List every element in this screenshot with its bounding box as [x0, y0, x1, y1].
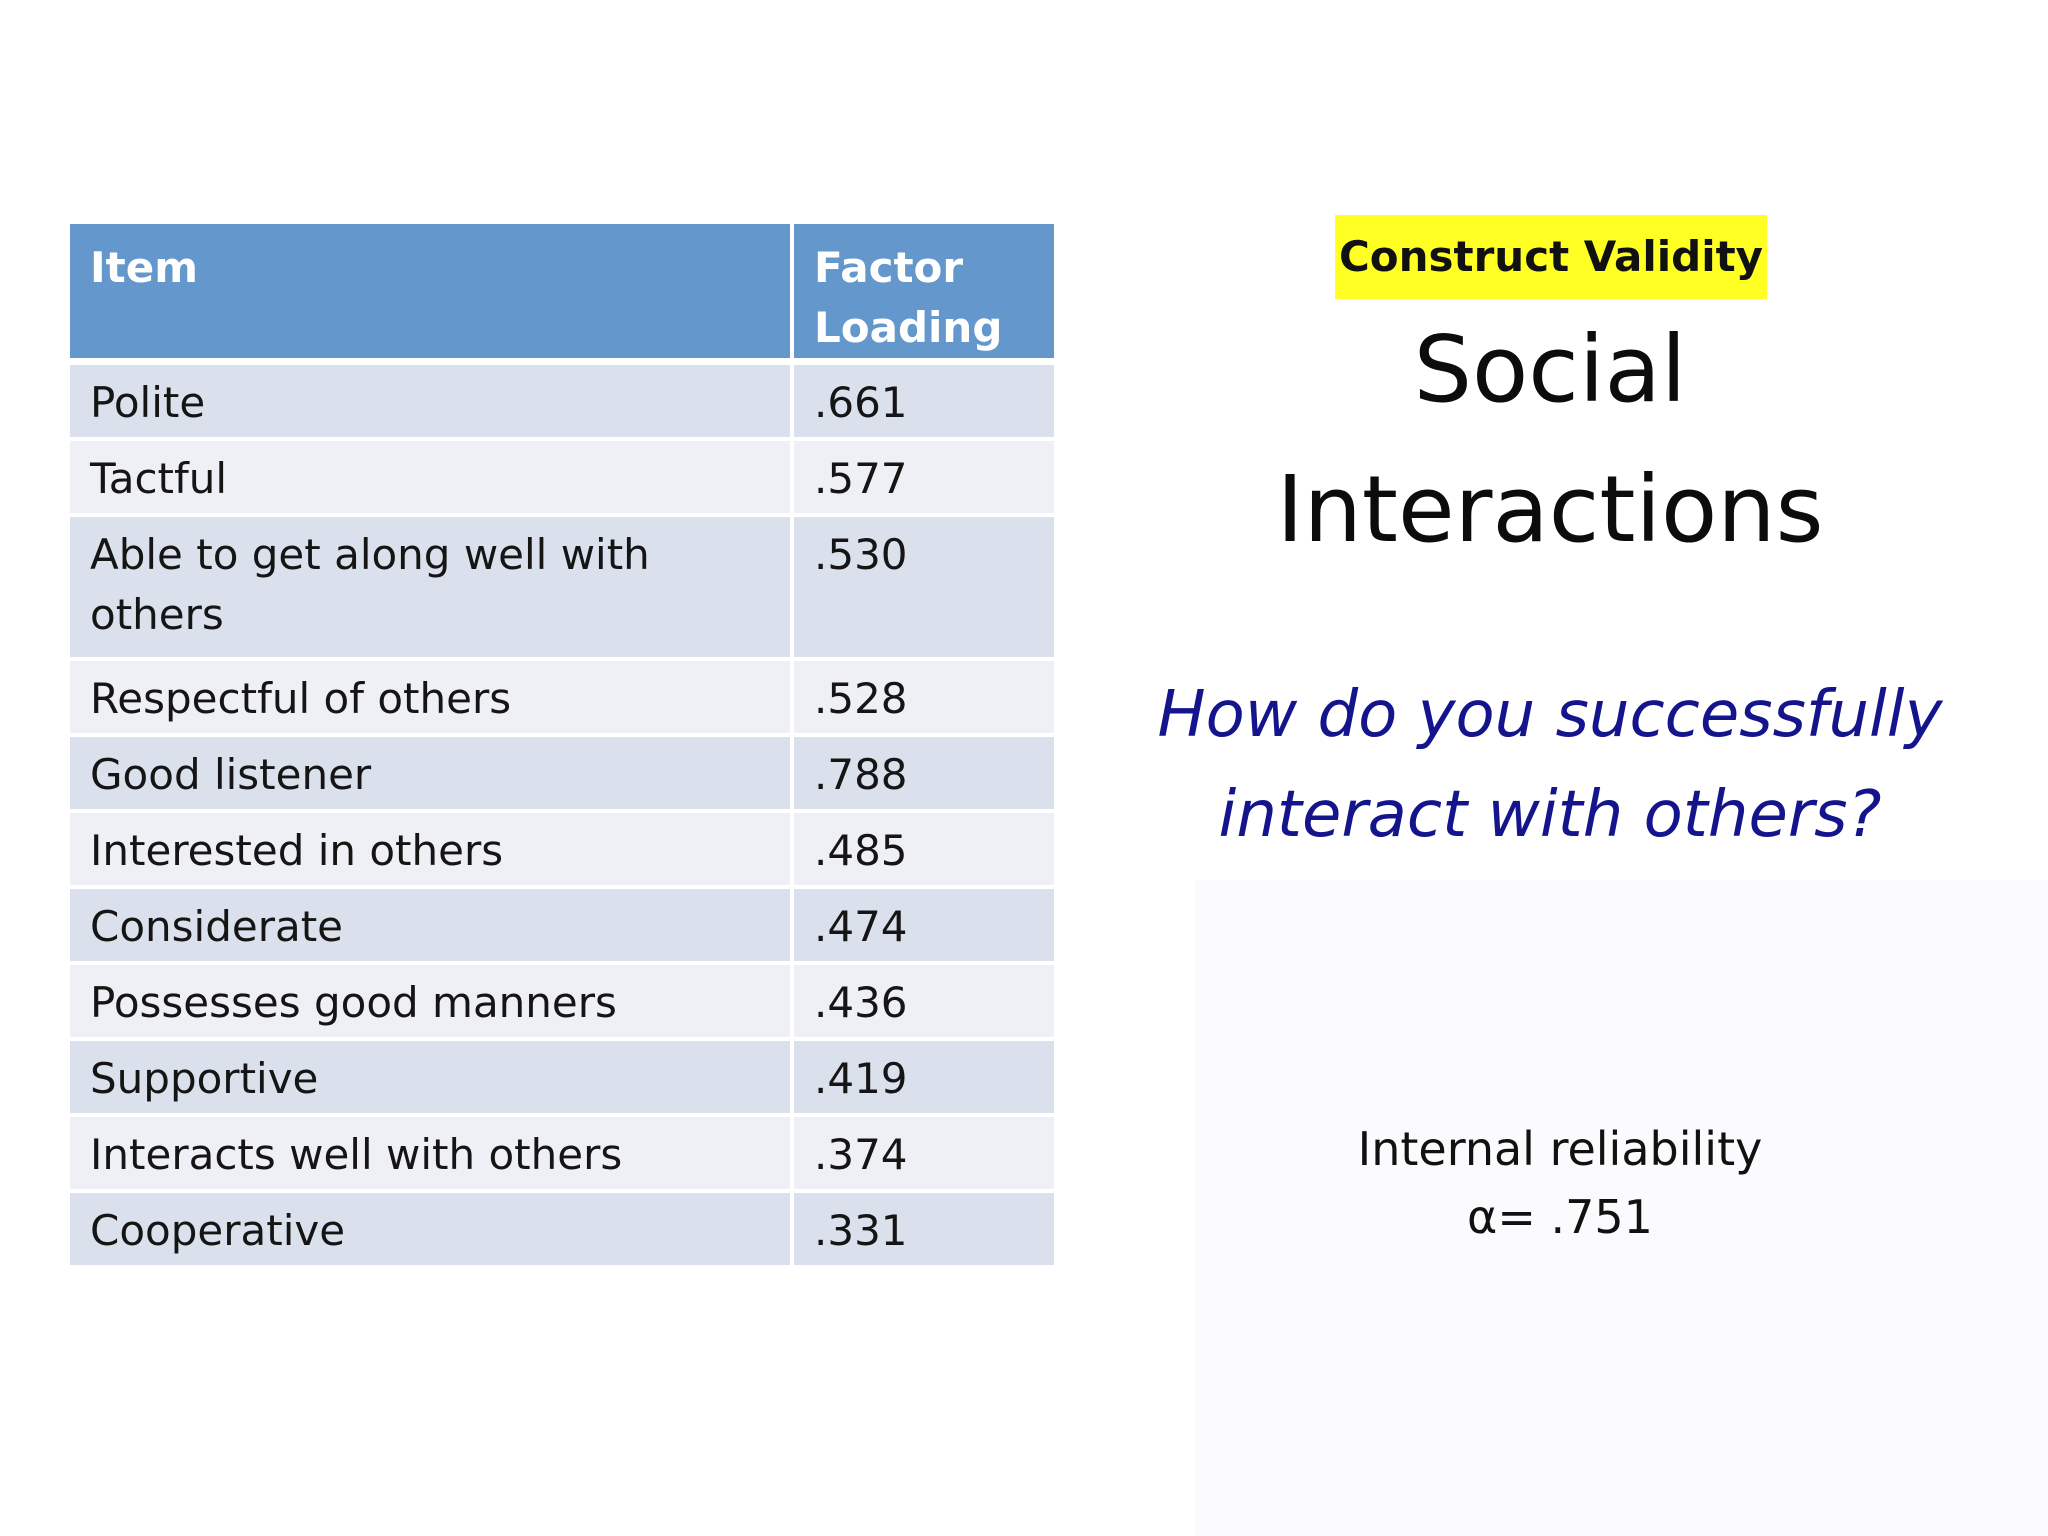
- item-cell-line1: Able to get along well with: [90, 530, 650, 579]
- table-row: Respectful of others .528: [70, 661, 1054, 737]
- item-cell: Interested in others: [70, 813, 794, 889]
- construct-validity-badge: Construct Validity: [1335, 215, 1767, 299]
- guiding-question-line1: How do you successfully: [1157, 678, 1943, 752]
- item-cell: Good listener: [70, 737, 794, 813]
- loading-cell: .474: [794, 889, 1054, 965]
- guiding-question: How do you successfully interact with ot…: [1100, 665, 2000, 865]
- table-row: Supportive .419: [70, 1041, 1054, 1117]
- internal-reliability-label: Internal reliability: [1357, 1122, 1763, 1176]
- table-row: Interacts well with others .374: [70, 1117, 1054, 1193]
- loading-cell: .419: [794, 1041, 1054, 1117]
- item-cell-line2: others: [90, 590, 224, 639]
- loading-cell: .374: [794, 1117, 1054, 1193]
- item-cell: Supportive: [70, 1041, 794, 1117]
- internal-reliability-value: α= .751: [1467, 1190, 1653, 1244]
- loading-cell: .485: [794, 813, 1054, 889]
- internal-reliability: Internal reliability α= .751: [1300, 1115, 1820, 1251]
- table-row: Good listener .788: [70, 737, 1054, 813]
- table-header-row: Item Factor Loading: [70, 224, 1054, 365]
- loading-cell: .528: [794, 661, 1054, 737]
- item-cell: Possesses good manners: [70, 965, 794, 1041]
- loading-cell: .436: [794, 965, 1054, 1041]
- slide-title-line1: Social: [1413, 316, 1687, 423]
- loading-cell: .577: [794, 441, 1054, 517]
- column-header-item: Item: [70, 224, 794, 365]
- item-cell: Polite: [70, 365, 794, 441]
- slide-shade: [1195, 880, 2048, 1536]
- item-cell: Interacts well with others: [70, 1117, 794, 1193]
- item-cell: Respectful of others: [70, 661, 794, 737]
- loading-cell: .331: [794, 1193, 1054, 1269]
- table-row: Possesses good manners .436: [70, 965, 1054, 1041]
- item-cell: Cooperative: [70, 1193, 794, 1269]
- item-cell: Considerate: [70, 889, 794, 965]
- slide-title-line2: Interactions: [1276, 456, 1824, 563]
- table-row: Interested in others .485: [70, 813, 1054, 889]
- item-cell: Able to get along well with others: [70, 517, 794, 661]
- loading-cell: .788: [794, 737, 1054, 813]
- loading-cell: .661: [794, 365, 1054, 441]
- table-row: Polite .661: [70, 365, 1054, 441]
- table-row: Considerate .474: [70, 889, 1054, 965]
- column-header-factor-loading-line2: Loading: [814, 303, 1003, 352]
- column-header-factor-loading-line1: Factor: [814, 243, 964, 292]
- factor-loading-table: Item Factor Loading Polite .661 Tactful …: [70, 224, 1054, 1269]
- column-header-factor-loading: Factor Loading: [794, 224, 1054, 365]
- table-row: Able to get along well with others .530: [70, 517, 1054, 661]
- guiding-question-line2: interact with others?: [1218, 778, 1882, 852]
- slide-title: Social Interactions: [1150, 300, 1950, 580]
- table-row: Tactful .577: [70, 441, 1054, 517]
- loading-cell: .530: [794, 517, 1054, 661]
- item-cell: Tactful: [70, 441, 794, 517]
- table-row: Cooperative .331: [70, 1193, 1054, 1269]
